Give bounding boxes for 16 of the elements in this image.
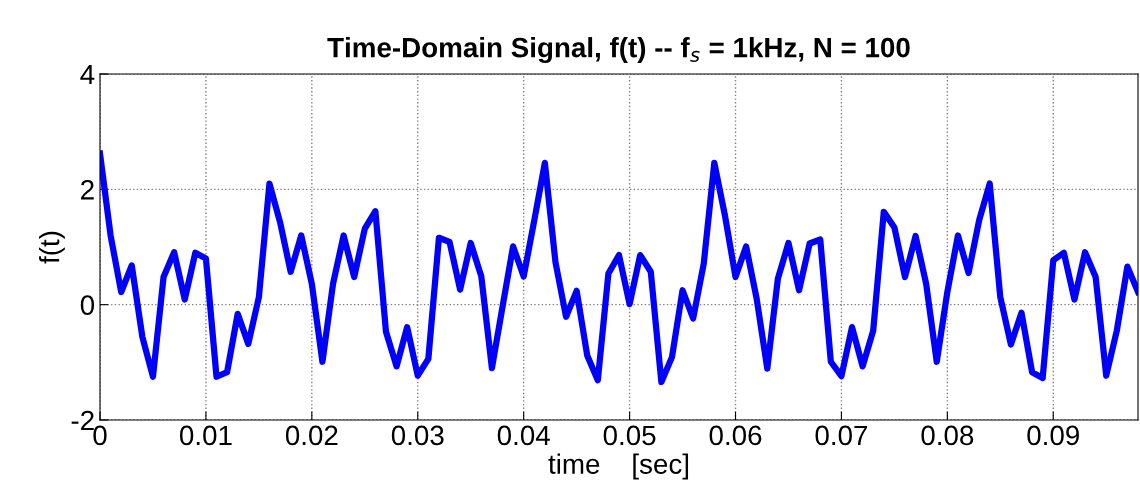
y-tick-label: 2 [81, 180, 94, 200]
x-tick-label: 0.08 [921, 425, 974, 446]
y-axis-title: f(t) [38, 231, 65, 264]
x-tick-label: 0.07 [815, 425, 868, 446]
x-tick-label: 0.09 [1027, 425, 1079, 446]
y-tick-label: -2 [71, 410, 94, 431]
y-tick-label: 4 [80, 64, 95, 85]
chart-title: Time-Domain Signal, f(t) -- f$_{s}$ = 1kHz, N = 100 [327, 37, 910, 64]
x-axis-title: time [sec] [548, 453, 689, 480]
x-tick-label: 0.02 [285, 425, 338, 446]
y-tick-label: 0 [80, 295, 95, 316]
x-tick-label: 0.03 [391, 425, 444, 446]
x-tick-label: 0.06 [709, 425, 762, 446]
x-tick-label: 0.01 [179, 425, 232, 446]
x-tick-label: 0.05 [603, 425, 656, 446]
x-tick-label: 0.04 [497, 425, 550, 446]
